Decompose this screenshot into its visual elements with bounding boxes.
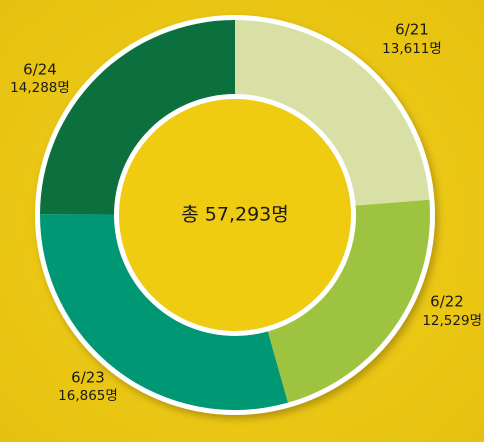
segment-value: 12,529명 [422,313,482,329]
segment-value: 13,611명 [382,41,442,57]
segment-date: 6/22 [430,293,464,311]
donut-hole [119,99,351,331]
donut-segment [40,20,235,215]
segment-date: 6/23 [71,369,105,387]
donut-segment [267,199,430,403]
donut-segment [235,20,430,206]
segment-date: 6/24 [23,61,57,79]
center-label: 총 57,293명 [181,204,288,226]
segment-value: 16,865명 [58,388,118,404]
segment-value: 14,288명 [10,80,70,96]
segment-date: 6/21 [395,21,429,39]
